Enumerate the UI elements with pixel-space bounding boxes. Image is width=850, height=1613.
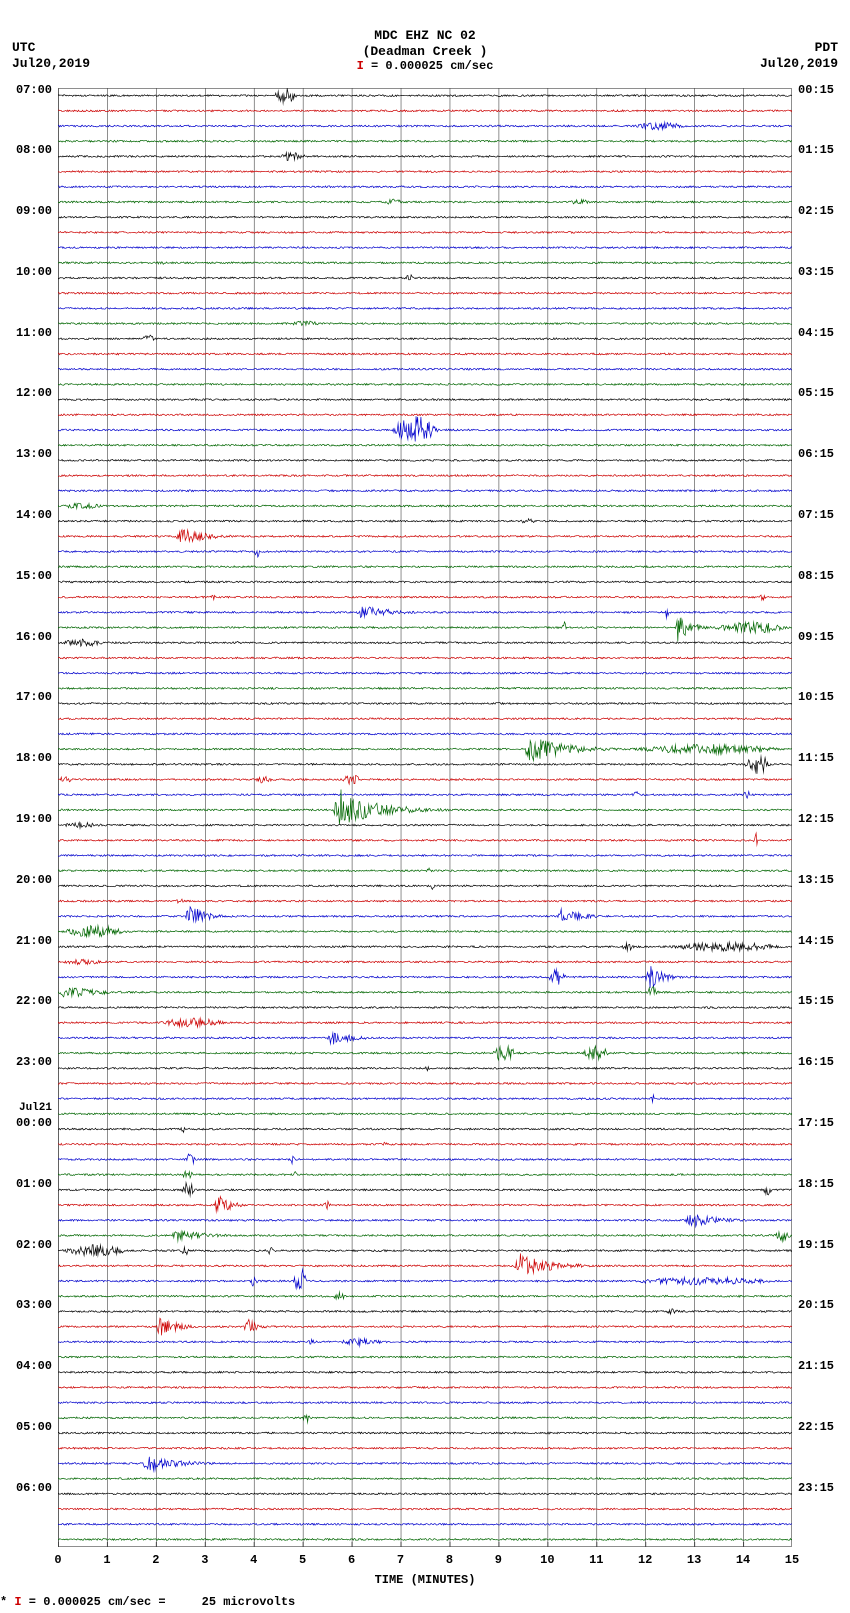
xtick-label: 2 bbox=[152, 1553, 159, 1567]
hour-label: 15:15 bbox=[798, 994, 834, 1008]
tz-left-block: UTC Jul20,2019 bbox=[12, 40, 90, 71]
helicorder-plot bbox=[58, 88, 792, 1547]
xtick-label: 10 bbox=[540, 1553, 554, 1567]
scale-key-label: = 0.000025 cm/sec bbox=[371, 59, 493, 73]
hour-label: 11:15 bbox=[798, 751, 834, 765]
tz-left-date: Jul20,2019 bbox=[12, 56, 90, 72]
xtick-label: 5 bbox=[299, 1553, 306, 1567]
hour-label: 18:00 bbox=[16, 751, 52, 765]
helicorder-canvas bbox=[58, 88, 792, 1547]
xtick-label: 14 bbox=[736, 1553, 750, 1567]
hour-label: 00:15 bbox=[798, 83, 834, 97]
tz-right-code: PDT bbox=[760, 40, 838, 56]
xtick-label: 3 bbox=[201, 1553, 208, 1567]
hour-label: 19:15 bbox=[798, 1238, 834, 1252]
hour-label: 06:15 bbox=[798, 447, 834, 461]
xaxis-title: TIME (MINUTES) bbox=[0, 1573, 850, 1587]
hour-label: 02:00 bbox=[16, 1238, 52, 1252]
footer-text: = 0.000025 cm/sec = 25 microvolts bbox=[22, 1595, 296, 1609]
hour-label: 23:15 bbox=[798, 1481, 834, 1495]
hour-label: 02:15 bbox=[798, 204, 834, 218]
hour-label: 23:00 bbox=[16, 1055, 52, 1069]
hour-label: 21:15 bbox=[798, 1359, 834, 1373]
hour-label: 22:15 bbox=[798, 1420, 834, 1434]
hour-label: 06:00 bbox=[16, 1481, 52, 1495]
seismogram-helicorder: MDC EHZ NC 02 (Deadman Creek ) I = 0.000… bbox=[0, 0, 850, 1613]
hour-label: 10:00 bbox=[16, 265, 52, 279]
hour-label: 03:15 bbox=[798, 265, 834, 279]
hour-label: 20:15 bbox=[798, 1298, 834, 1312]
hour-label: 13:00 bbox=[16, 447, 52, 461]
hour-label: Jul21 bbox=[19, 1102, 52, 1114]
hour-label: 01:00 bbox=[16, 1177, 52, 1191]
hour-label: 07:00 bbox=[16, 83, 52, 97]
hour-label: 14:00 bbox=[16, 508, 52, 522]
tz-right-date: Jul20,2019 bbox=[760, 56, 838, 72]
hour-label: 16:15 bbox=[798, 1055, 834, 1069]
scale-bar-icon: I bbox=[357, 59, 364, 73]
hour-label: 13:15 bbox=[798, 873, 834, 887]
hour-label: 08:15 bbox=[798, 569, 834, 583]
hour-label: 11:00 bbox=[16, 326, 52, 340]
hour-label: 20:00 bbox=[16, 873, 52, 887]
xtick-label: 8 bbox=[446, 1553, 453, 1567]
hour-label: 15:00 bbox=[16, 569, 52, 583]
hour-label: 00:00 bbox=[16, 1116, 52, 1130]
hour-label: 10:15 bbox=[798, 690, 834, 704]
hour-label: 21:00 bbox=[16, 934, 52, 948]
hour-label: 05:15 bbox=[798, 386, 834, 400]
hour-label: 08:00 bbox=[16, 143, 52, 157]
pdt-hour-labels: 00:1501:1502:1503:1504:1505:1506:1507:15… bbox=[794, 88, 850, 1547]
tz-right-block: PDT Jul20,2019 bbox=[760, 40, 838, 71]
station-code: MDC EHZ NC 02 bbox=[0, 28, 850, 44]
tz-left-code: UTC bbox=[12, 40, 90, 56]
hour-label: 19:00 bbox=[16, 812, 52, 826]
hour-label: 03:00 bbox=[16, 1298, 52, 1312]
station-location: (Deadman Creek ) bbox=[0, 44, 850, 60]
xtick-label: 6 bbox=[348, 1553, 355, 1567]
xtick-label: 0 bbox=[54, 1553, 61, 1567]
hour-label: 14:15 bbox=[798, 934, 834, 948]
hour-label: 12:00 bbox=[16, 386, 52, 400]
hour-label: 17:15 bbox=[798, 1116, 834, 1130]
hour-label: 09:00 bbox=[16, 204, 52, 218]
footer-prefix: * bbox=[0, 1595, 14, 1609]
xtick-label: 11 bbox=[589, 1553, 603, 1567]
hour-label: 05:00 bbox=[16, 1420, 52, 1434]
hour-label: 07:15 bbox=[798, 508, 834, 522]
hour-label: 04:15 bbox=[798, 326, 834, 340]
xtick-label: 9 bbox=[495, 1553, 502, 1567]
xtick-label: 13 bbox=[687, 1553, 701, 1567]
xtick-label: 1 bbox=[103, 1553, 110, 1567]
hour-label: 09:15 bbox=[798, 630, 834, 644]
footer-bar-icon: I bbox=[14, 1595, 21, 1609]
hour-label: 18:15 bbox=[798, 1177, 834, 1191]
scale-key: I = 0.000025 cm/sec bbox=[0, 59, 850, 73]
header-block: MDC EHZ NC 02 (Deadman Creek ) I = 0.000… bbox=[0, 28, 850, 74]
xtick-label: 12 bbox=[638, 1553, 652, 1567]
xtick-label: 7 bbox=[397, 1553, 404, 1567]
hour-label: 12:15 bbox=[798, 812, 834, 826]
xtick-label: 4 bbox=[250, 1553, 257, 1567]
hour-label: 16:00 bbox=[16, 630, 52, 644]
footer-scale: * I = 0.000025 cm/sec = 25 microvolts bbox=[0, 1595, 295, 1609]
hour-label: 17:00 bbox=[16, 690, 52, 704]
hour-label: 22:00 bbox=[16, 994, 52, 1008]
hour-label: 04:00 bbox=[16, 1359, 52, 1373]
xtick-label: 15 bbox=[785, 1553, 799, 1567]
xaxis-labels: 0123456789101112131415 bbox=[58, 1553, 792, 1573]
utc-hour-labels: 07:0008:0009:0010:0011:0012:0013:0014:00… bbox=[0, 88, 56, 1547]
hour-label: 01:15 bbox=[798, 143, 834, 157]
